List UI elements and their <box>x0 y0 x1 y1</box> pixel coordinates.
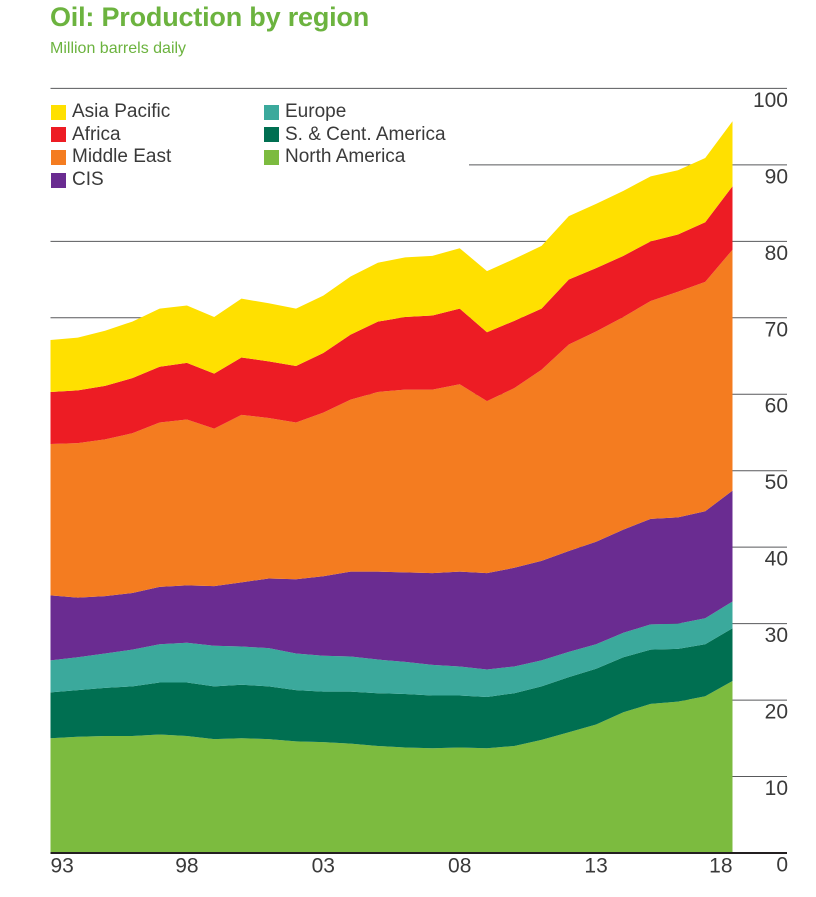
svg-text:80: 80 <box>765 242 788 265</box>
svg-text:30: 30 <box>765 624 788 647</box>
svg-text:20: 20 <box>765 701 788 724</box>
svg-text:93: 93 <box>51 855 74 878</box>
svg-text:18: 18 <box>709 855 732 878</box>
svg-text:08: 08 <box>448 855 471 878</box>
svg-text:10: 10 <box>765 777 788 800</box>
svg-text:90: 90 <box>765 165 788 188</box>
svg-text:70: 70 <box>765 318 788 341</box>
svg-text:03: 03 <box>312 855 335 878</box>
svg-text:0: 0 <box>776 854 788 877</box>
svg-text:50: 50 <box>765 471 788 494</box>
svg-text:60: 60 <box>765 395 788 418</box>
svg-text:98: 98 <box>175 855 198 878</box>
svg-text:100: 100 <box>753 89 788 112</box>
svg-text:40: 40 <box>765 548 788 571</box>
svg-text:13: 13 <box>584 855 607 878</box>
